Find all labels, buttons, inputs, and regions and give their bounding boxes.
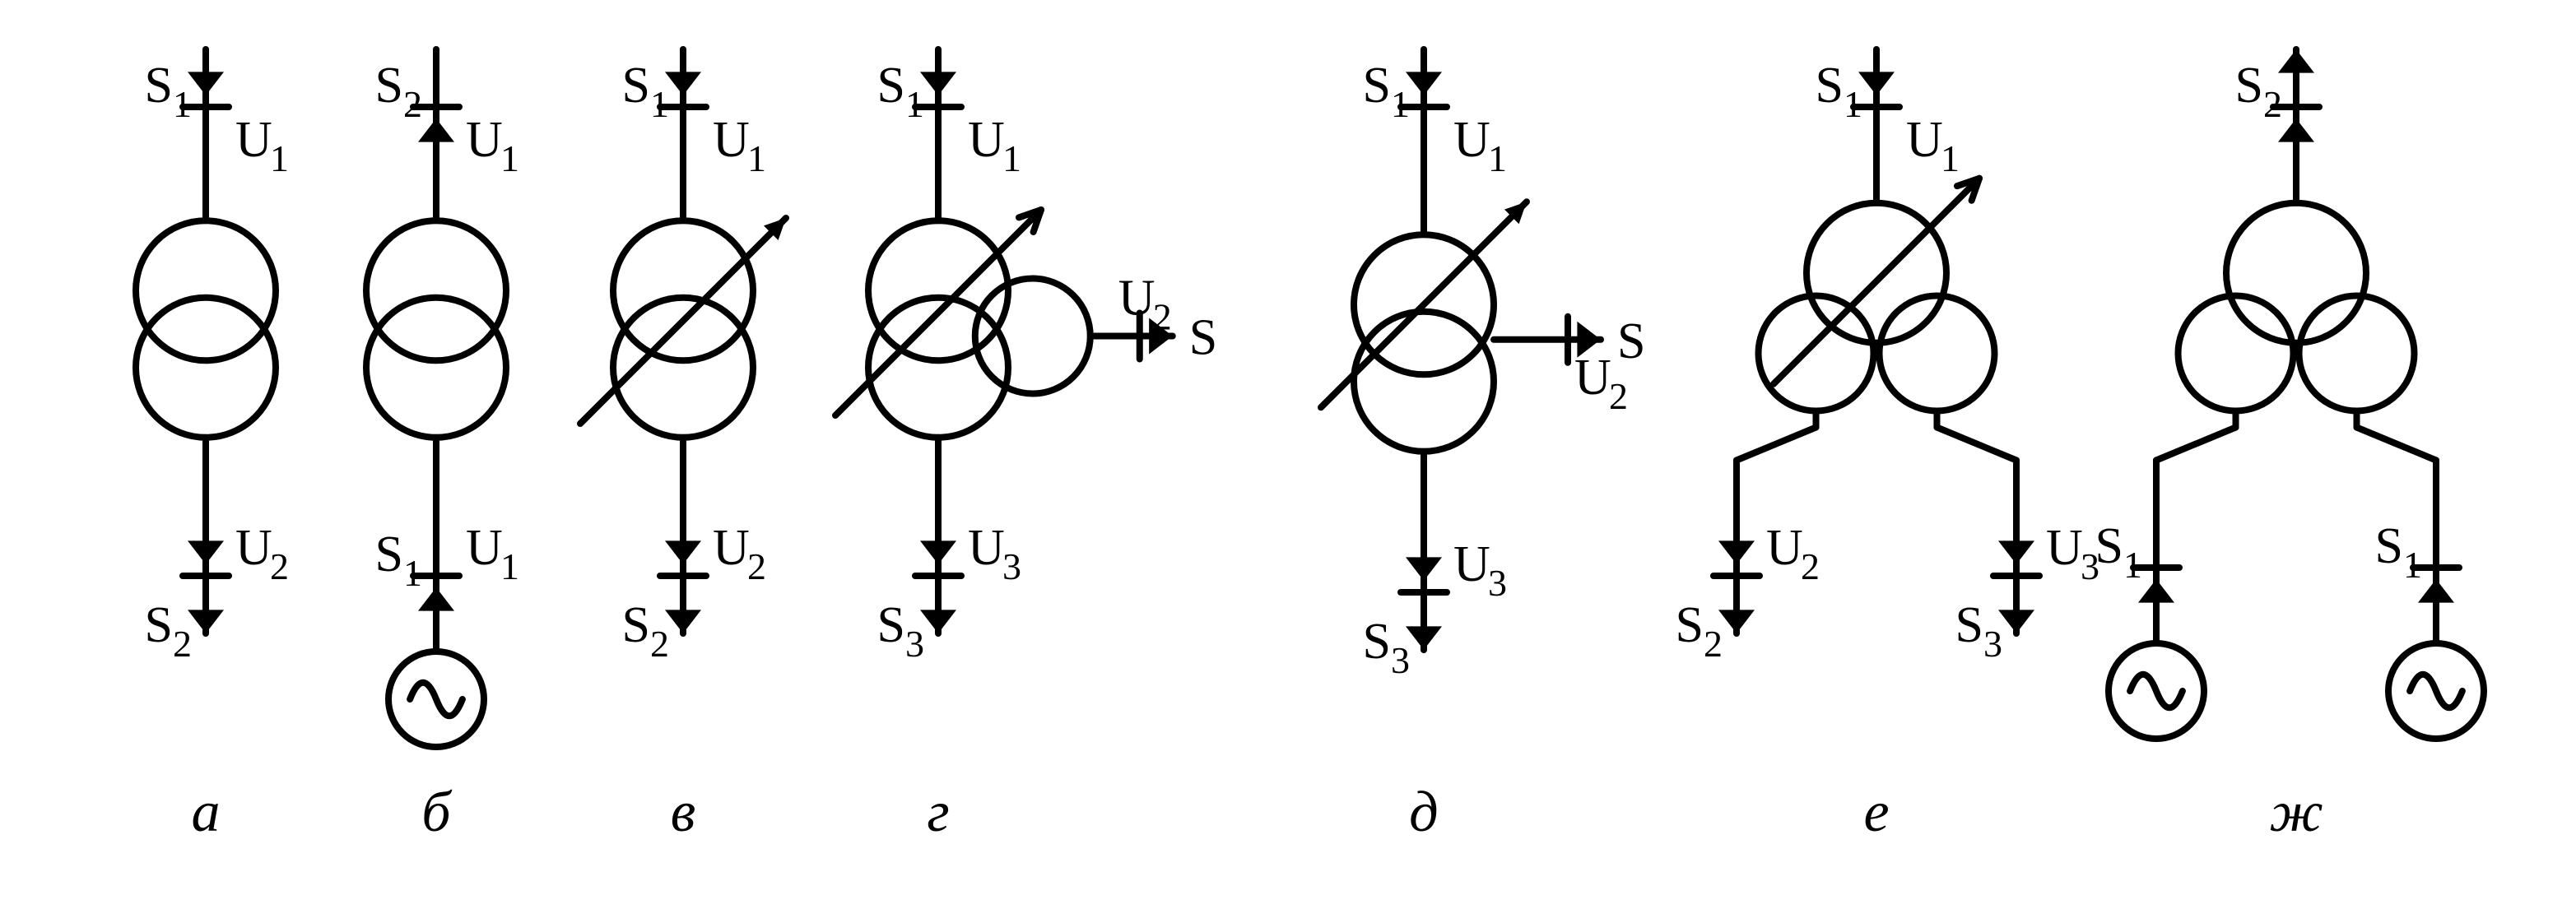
transformer-schematic-figure: S1U1S2U2аS2U1S1U1бS1U1S2U2вS1U1U2SS3U3гS… bbox=[0, 0, 2576, 905]
label-S-sub: 1 bbox=[2403, 544, 2422, 586]
label-U-sub: 1 bbox=[1002, 137, 1021, 179]
caption-d: д bbox=[1409, 781, 1438, 844]
label-U-sub: 3 bbox=[1002, 545, 1021, 587]
label-S-sub: 3 bbox=[905, 623, 924, 665]
label-U: U bbox=[235, 112, 272, 168]
label-S-sub: 1 bbox=[2123, 544, 2142, 586]
caption-b: б bbox=[421, 781, 453, 844]
label-U: U bbox=[968, 520, 1005, 576]
label-U-sub: 2 bbox=[1801, 545, 1820, 587]
label-S: S bbox=[145, 597, 173, 653]
label-S-sub: 1 bbox=[403, 552, 422, 594]
label-S: S bbox=[622, 597, 650, 653]
label-S: S bbox=[1676, 597, 1704, 653]
panel-e: S1U1S2U2S3U3е bbox=[1676, 49, 2099, 844]
label-S-sub: 1 bbox=[1844, 83, 1862, 125]
label-U-sub: 3 bbox=[1488, 562, 1507, 604]
label-U-sub: 1 bbox=[270, 137, 289, 179]
caption-v: в bbox=[671, 781, 695, 844]
label-S: S bbox=[145, 58, 173, 114]
label-U-side-sub: 2 bbox=[1609, 375, 1628, 417]
label-U: U bbox=[968, 112, 1005, 168]
label-S-sub: 1 bbox=[173, 83, 192, 125]
label-S: S bbox=[1816, 58, 1844, 114]
label-S-sub: 1 bbox=[905, 83, 924, 125]
panel-zh: S2S1S1ж bbox=[2095, 49, 2484, 844]
label-U-side-sub: 2 bbox=[1153, 296, 1172, 338]
label-U-side: U bbox=[1574, 350, 1611, 406]
label-U: U bbox=[713, 520, 750, 576]
label-S: S bbox=[375, 526, 403, 582]
label-S: S bbox=[1363, 614, 1391, 670]
label-S: S bbox=[1955, 597, 1983, 653]
label-S-sub: 3 bbox=[1983, 623, 2002, 665]
panel-g: S1U1U2SS3U3г bbox=[835, 49, 1217, 844]
label-U-sub: 1 bbox=[500, 137, 519, 179]
label-S-side: S bbox=[1189, 310, 1217, 366]
label-U-sub: 2 bbox=[747, 545, 766, 587]
label-S-side: S bbox=[1617, 313, 1645, 369]
label-S-sub: 2 bbox=[650, 623, 669, 665]
label-U-sub: 1 bbox=[1488, 137, 1507, 179]
label-U-side: U bbox=[1118, 271, 1155, 327]
label-U: U bbox=[466, 520, 503, 576]
caption-g: г bbox=[927, 781, 949, 844]
label-U-sub: 1 bbox=[747, 137, 766, 179]
label-U-sub: 2 bbox=[270, 545, 289, 587]
label-S-sub: 2 bbox=[2263, 83, 2282, 125]
label-S-sub: 2 bbox=[403, 83, 422, 125]
label-S: S bbox=[877, 58, 905, 114]
label-U: U bbox=[1453, 112, 1490, 168]
label-U: U bbox=[2046, 520, 2083, 576]
label-S: S bbox=[1363, 58, 1391, 114]
label-S-sub: 1 bbox=[1391, 83, 1410, 125]
panel-a: S1U1S2U2а bbox=[136, 49, 289, 844]
label-S-sub: 2 bbox=[1704, 623, 1723, 665]
label-S: S bbox=[2235, 58, 2263, 114]
label-S: S bbox=[2375, 518, 2403, 574]
panel-v: S1U1S2U2в bbox=[580, 49, 786, 844]
label-S: S bbox=[375, 58, 403, 114]
label-S-sub: 1 bbox=[650, 83, 669, 125]
caption-e: е bbox=[1863, 781, 1889, 844]
label-U: U bbox=[466, 112, 503, 168]
label-U: U bbox=[1453, 536, 1490, 592]
panel-d: S1U1U2SS3U3д bbox=[1321, 49, 1645, 844]
label-U: U bbox=[713, 112, 750, 168]
panel-b: S2U1S1U1б bbox=[366, 49, 519, 844]
label-S-sub: 2 bbox=[173, 623, 192, 665]
caption-a: а bbox=[192, 781, 221, 844]
label-U: U bbox=[235, 520, 272, 576]
label-S-sub: 3 bbox=[1391, 639, 1410, 681]
label-S: S bbox=[877, 597, 905, 653]
label-U: U bbox=[1766, 520, 1803, 576]
caption-zh: ж bbox=[2269, 781, 2323, 844]
label-U-sub: 1 bbox=[500, 545, 519, 587]
label-U-sub: 1 bbox=[1941, 137, 1960, 179]
label-U: U bbox=[1906, 112, 1943, 168]
label-S: S bbox=[622, 58, 650, 114]
label-S: S bbox=[2095, 518, 2123, 574]
